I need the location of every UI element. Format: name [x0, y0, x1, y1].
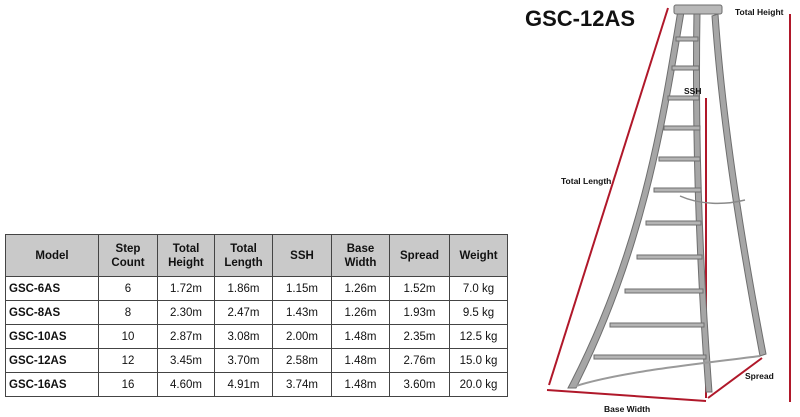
cell-weight: 20.0 kg — [449, 372, 508, 397]
cell-step-count: 10 — [98, 324, 158, 349]
ladder-brace — [679, 195, 746, 205]
cell-base-width: 1.48m — [331, 348, 390, 373]
cell-base-width: 1.26m — [331, 300, 390, 325]
ladder-rung — [667, 95, 700, 101]
cell-total-length: 4.91m — [214, 372, 273, 397]
ladder-rear-leg — [711, 13, 767, 357]
ladder-rung — [671, 65, 700, 71]
cell-model: GSC-12AS — [5, 348, 99, 373]
cell-step-count: 16 — [98, 372, 158, 397]
ladder-rung — [593, 354, 707, 360]
cell-total-height: 1.72m — [157, 276, 215, 301]
spec-table: Model Step Count Total Height Total Length … — [5, 234, 508, 397]
cell-model: GSC-6AS — [5, 276, 99, 301]
cell-spread: 2.35m — [389, 324, 450, 349]
cell-spread: 3.60m — [389, 372, 450, 397]
cell-base-width: 1.48m — [331, 324, 390, 349]
cell-step-count: 8 — [98, 300, 158, 325]
cell-total-height: 4.60m — [157, 372, 215, 397]
label-ssh: SSH — [684, 86, 702, 96]
header-ssh: SSH — [272, 234, 332, 277]
ladder-left-rail — [567, 9, 685, 389]
table-row: GSC-6AS 6 1.72m 1.86m 1.15m 1.26m 1.52m … — [5, 276, 508, 301]
diagram-title: GSC-12AS — [525, 6, 636, 31]
ladder-rung — [675, 36, 699, 42]
cell-ssh: 1.15m — [272, 276, 332, 301]
cell-weight: 15.0 kg — [449, 348, 508, 373]
cell-ssh: 2.58m — [272, 348, 332, 373]
cell-model: GSC-8AS — [5, 300, 99, 325]
cell-total-length: 3.70m — [214, 348, 273, 373]
cell-weight: 9.5 kg — [449, 300, 508, 325]
cell-step-count: 12 — [98, 348, 158, 373]
ladder-rungs — [593, 36, 707, 360]
spec-table-header-row: Model Step Count Total Height Total Length … — [5, 234, 508, 277]
spread-line — [707, 357, 763, 399]
label-spread: Spread — [745, 371, 774, 381]
cell-total-height: 3.45m — [157, 348, 215, 373]
base-width-line — [546, 389, 707, 402]
cell-total-height: 2.87m — [157, 324, 215, 349]
cell-model: GSC-16AS — [5, 372, 99, 397]
cell-total-height: 2.30m — [157, 300, 215, 325]
cell-ssh: 2.00m — [272, 324, 332, 349]
cell-step-count: 6 — [98, 276, 158, 301]
ladder-rung — [645, 220, 702, 226]
cell-base-width: 1.26m — [331, 276, 390, 301]
cell-spread: 1.93m — [389, 300, 450, 325]
ladder-right-rail — [693, 9, 713, 393]
ladder-base-brace — [575, 355, 761, 387]
ladder-diagram — [546, 4, 791, 402]
cell-weight: 12.5 kg — [449, 324, 508, 349]
cell-base-width: 1.48m — [331, 372, 390, 397]
cell-ssh: 3.74m — [272, 372, 332, 397]
table-row: GSC-8AS 8 2.30m 2.47m 1.43m 1.26m 1.93m … — [5, 300, 508, 325]
header-base-width: Base Width — [331, 234, 390, 277]
table-row: GSC-16AS 16 4.60m 4.91m 3.74m 1.48m 3.60… — [5, 372, 508, 397]
table-row: GSC-10AS 10 2.87m 3.08m 2.00m 1.48m 2.35… — [5, 324, 508, 349]
cell-total-length: 2.47m — [214, 300, 273, 325]
header-step-count: Step Count — [98, 234, 158, 277]
cell-total-length: 3.08m — [214, 324, 273, 349]
label-total-height: Total Height — [735, 7, 784, 17]
ladder-rung — [609, 322, 705, 328]
header-model: Model — [5, 234, 99, 277]
table-row: GSC-12AS 12 3.45m 3.70m 2.58m 1.48m 2.76… — [5, 348, 508, 373]
header-total-length: Total Length — [214, 234, 273, 277]
ladder-top-cap — [673, 4, 723, 15]
cell-total-length: 1.86m — [214, 276, 273, 301]
ladder-rung — [658, 156, 701, 162]
cell-weight: 7.0 kg — [449, 276, 508, 301]
header-spread: Spread — [389, 234, 450, 277]
cell-spread: 1.52m — [389, 276, 450, 301]
ladder-rung — [653, 187, 702, 193]
cell-model: GSC-10AS — [5, 324, 99, 349]
header-total-height: Total Height — [157, 234, 215, 277]
ladder-rung — [663, 125, 701, 131]
label-total-length: Total Length — [561, 176, 612, 186]
ladder-rung — [624, 288, 704, 294]
ladder-rung — [636, 254, 703, 260]
cell-spread: 2.76m — [389, 348, 450, 373]
header-weight: Weight — [449, 234, 508, 277]
cell-ssh: 1.43m — [272, 300, 332, 325]
label-base-width: Base Width — [604, 404, 651, 414]
total-length-line — [548, 7, 669, 386]
